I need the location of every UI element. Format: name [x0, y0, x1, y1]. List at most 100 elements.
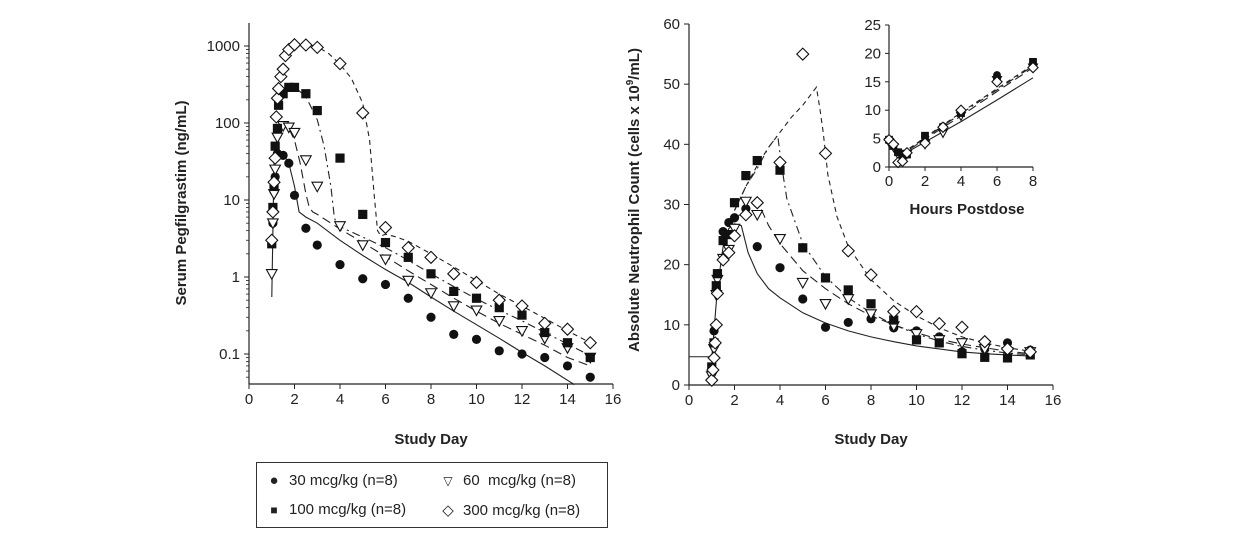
anc-y-axis-title-sup: 9: [625, 79, 636, 85]
anc-diamond-point: [722, 245, 736, 260]
pk-circle-point: [449, 329, 459, 339]
pk-circle-point: [517, 349, 527, 359]
anc-diamond-point: [773, 155, 787, 170]
pk-circle-point: [301, 223, 311, 233]
pk-square-point: [380, 237, 391, 248]
pk-circle-point: [494, 346, 504, 356]
pk-circle-point: [540, 352, 550, 363]
pk-square-point: [540, 327, 550, 338]
anc-diamond-point: [704, 373, 719, 387]
pk-triangle-down-point: [267, 189, 281, 201]
anc-square-point: [775, 165, 785, 175]
pk-square-point: [273, 100, 284, 110]
pk-circle-point: [312, 240, 322, 250]
anc-diamond-point: [864, 268, 878, 282]
pk-triangle-down-point: [402, 275, 415, 287]
pk-circle-point: [358, 274, 368, 284]
pk-triangle-down-point: [356, 240, 369, 252]
pk-square-point: [403, 252, 413, 262]
anc-diamond-point: [709, 318, 724, 332]
pk-diamond-point: [264, 233, 279, 248]
pk-square-point: [449, 286, 459, 297]
anc-fit-line-series-3: [734, 85, 1031, 352]
anc-diamond-point: [795, 47, 810, 61]
pk-diamond-point: [276, 62, 290, 76]
anc-diamond-point: [739, 207, 753, 222]
pk-triangle-down-point: [288, 127, 301, 140]
pk-y-axis-title: Serum Pegfilgrastim (ng/mL): [173, 100, 190, 305]
inset-diamond-point: [991, 75, 1003, 88]
pk-triangle-down-point: [265, 269, 278, 281]
pk-x-tick-label: 4: [336, 391, 344, 408]
pk-triangle-down-point: [266, 218, 280, 230]
anc-y-tick-label: 50: [663, 76, 680, 93]
pk-x-tick-label: 6: [381, 391, 389, 408]
anc-x-axis-title: Study Day: [834, 431, 908, 448]
legend-item-30: ● 30 mcg/kg (n=8): [265, 472, 397, 489]
anc-square-point: [957, 349, 967, 359]
anc-square-point: [866, 299, 876, 309]
anc-y-axis-title-main: Absolute Neutrophil Count (cells x 10: [626, 85, 643, 352]
anc-x-tick-label: 2: [730, 392, 738, 409]
pk-square-point: [270, 141, 280, 151]
anc-diamond-point: [818, 146, 833, 161]
inset-x-tick-label: 0: [885, 173, 893, 190]
pk-triangle-down-point: [424, 288, 438, 300]
anc-square-point: [729, 198, 740, 208]
pk-triangle-down-point: [470, 305, 483, 317]
inset-x-tick-label: 6: [993, 173, 1001, 190]
inset-y-tick-label: 25: [864, 17, 881, 34]
anc-triangle-down-point: [910, 329, 923, 341]
anc-diamond-point: [1023, 345, 1038, 359]
pk-circle-point: [335, 259, 345, 270]
anc-x-tick-label: 16: [1045, 392, 1062, 409]
anc-diamond-point: [1000, 342, 1015, 356]
inset-diamond-point: [937, 121, 949, 134]
anc-y-tick-label: 10: [663, 317, 680, 334]
inset-x-axis-title: Hours Postdose: [909, 201, 1024, 218]
legend-label: 100 mcg/kg (n=8): [289, 501, 407, 518]
inset-fit-line-series-2: [888, 65, 1034, 154]
anc-y-axis-title: Absolute Neutrophil Count (cells x 109/m…: [625, 48, 643, 352]
diamond-marker-icon: ◇: [442, 502, 454, 519]
anc-diamond-point: [706, 363, 720, 377]
anc-diamond-point: [932, 316, 947, 331]
anc-square-point: [718, 236, 728, 246]
pk-triangle-down-point: [282, 122, 296, 134]
anc-triangle-down-point: [739, 196, 753, 208]
anc-diamond-point: [909, 304, 924, 319]
pk-square-point: [585, 352, 595, 363]
pk-diamond-point: [583, 335, 598, 350]
pk-square-point: [494, 303, 504, 313]
inset-square-point: [921, 131, 929, 140]
pk-square-point: [272, 123, 283, 134]
inset-y-tick-label: 15: [864, 74, 881, 91]
anc-x-tick-label: 10: [908, 392, 925, 409]
pk-circle-point: [284, 158, 294, 168]
inset-y-tick-label: 20: [864, 45, 881, 62]
pk-x-tick-label: 14: [559, 391, 576, 408]
pk-diamond-point: [537, 316, 552, 331]
pk-triangle-down-point: [311, 181, 324, 193]
anc-x-tick-label: 4: [776, 392, 784, 409]
pk-diamond-point: [268, 151, 282, 165]
inset-x-tick-label: 4: [957, 173, 965, 190]
anc-x-tick-label: 6: [821, 392, 829, 409]
inset-diamond-point: [955, 104, 967, 117]
anc-circle-point: [752, 242, 762, 252]
anc-y-tick-label: 60: [663, 16, 680, 33]
anc-square-point: [820, 273, 831, 283]
triangle-down-marker-icon: ▽: [443, 474, 453, 488]
anc-y-tick-label: 20: [663, 257, 680, 274]
pk-diamond-point: [287, 37, 302, 52]
anc-triangle-down-point: [796, 277, 809, 290]
anc-triangle-down-point: [819, 298, 832, 311]
pk-diamond-point: [267, 175, 281, 190]
legend-label: 60 mcg/kg (n=8): [463, 472, 576, 489]
pk-square-point: [335, 153, 345, 163]
pk-circle-point: [380, 279, 391, 290]
pk-circle-point: [562, 361, 573, 371]
anc-diamond-point: [710, 286, 725, 301]
anc-diamond-point: [886, 304, 901, 319]
